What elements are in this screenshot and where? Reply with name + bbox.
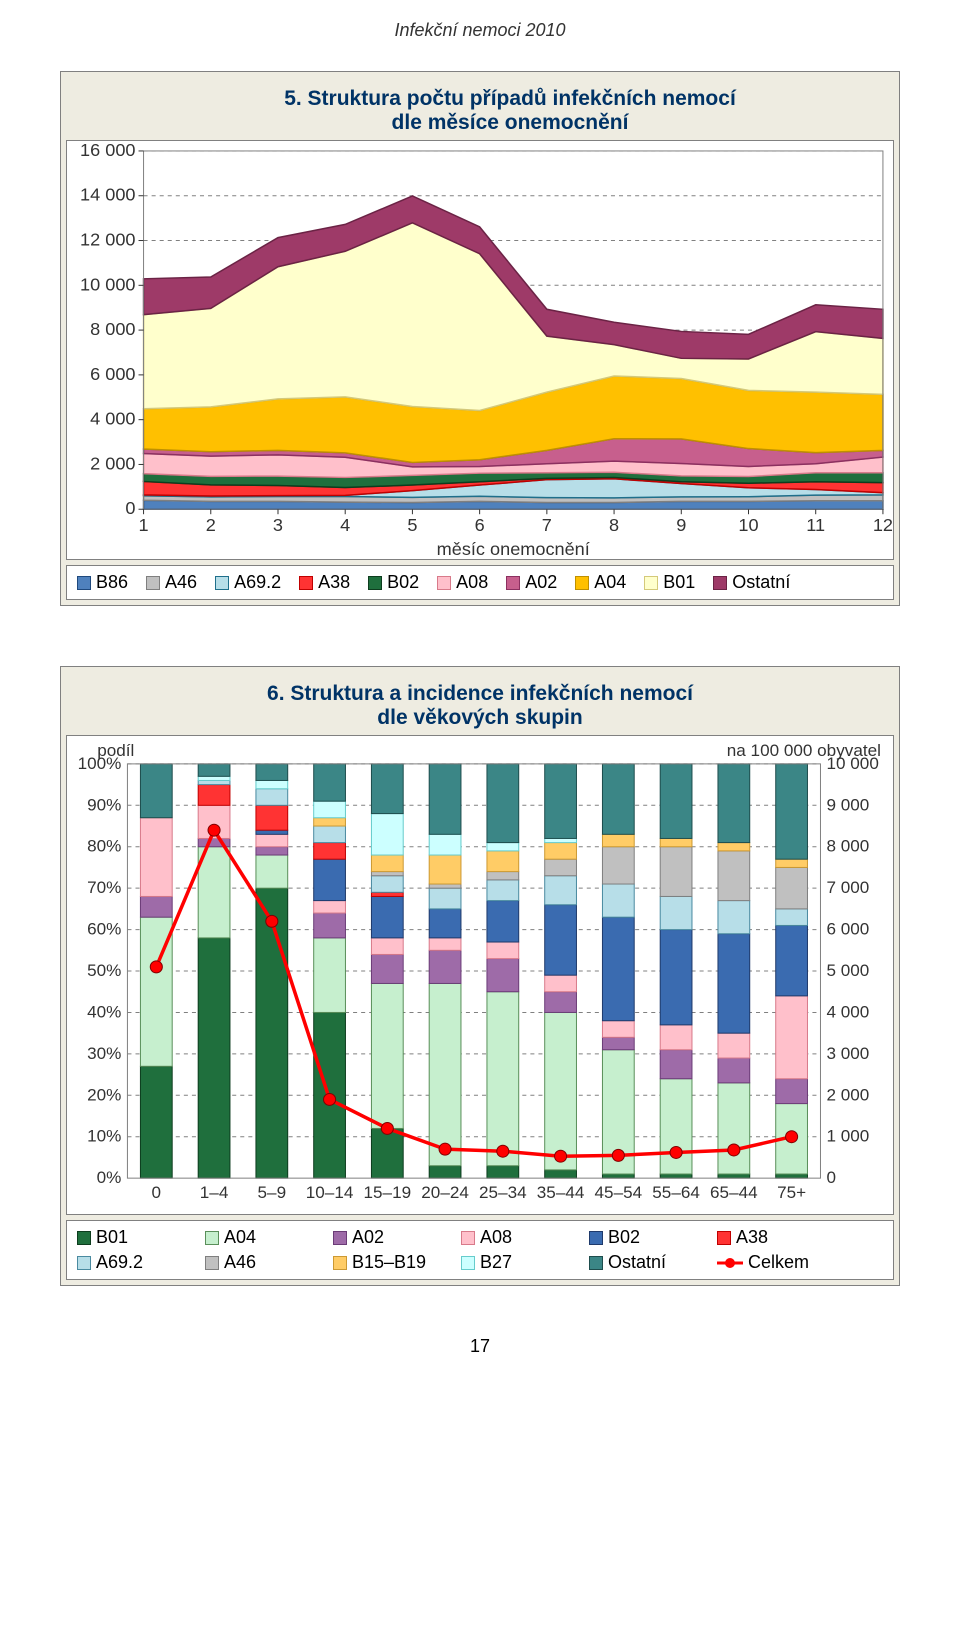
svg-text:8: 8	[609, 515, 619, 535]
legend-item: B01	[644, 572, 695, 593]
chart6-title: 6. Struktura a incidence infekčních nemo…	[66, 682, 894, 730]
legend-item: A69.2	[77, 1252, 187, 1273]
svg-text:0: 0	[152, 1183, 162, 1202]
chart5-plot: 123456789101112měsíc onemocnění02 0004 0…	[66, 140, 894, 560]
svg-text:15–19: 15–19	[364, 1183, 412, 1202]
svg-text:0%: 0%	[97, 1168, 122, 1187]
chart5-title: 5. Struktura počtu případů infekčních ne…	[126, 87, 894, 135]
chart5-title-l1: 5. Struktura počtu případů infekčních ne…	[284, 87, 736, 110]
legend-item: B02	[368, 572, 419, 593]
page-number: 17	[60, 1336, 900, 1357]
svg-text:75+: 75+	[777, 1183, 806, 1202]
legend-item: A04	[575, 572, 626, 593]
legend-item: A46	[205, 1252, 315, 1273]
svg-text:4: 4	[340, 515, 350, 535]
svg-text:12: 12	[873, 515, 893, 535]
svg-text:na 100 000 obyvatel: na 100 000 obyvatel	[727, 741, 881, 760]
svg-text:9: 9	[676, 515, 686, 535]
svg-text:3 000: 3 000	[827, 1044, 870, 1063]
svg-text:6: 6	[475, 515, 485, 535]
legend-item: A38	[717, 1227, 827, 1248]
svg-text:9 000: 9 000	[827, 795, 870, 814]
svg-text:4 000: 4 000	[827, 1003, 870, 1022]
svg-text:20%: 20%	[87, 1085, 121, 1104]
svg-text:55–64: 55–64	[652, 1183, 700, 1202]
chart5-legend: B86 A46 A69.2 A38 B02 A08 A02 A04 B01 Ostatní	[66, 565, 894, 600]
svg-text:45–54: 45–54	[595, 1183, 643, 1202]
svg-text:25–34: 25–34	[479, 1183, 527, 1202]
svg-text:0: 0	[827, 1168, 837, 1187]
svg-text:6 000: 6 000	[827, 920, 870, 939]
svg-text:14 000: 14 000	[80, 185, 135, 205]
svg-text:7 000: 7 000	[827, 878, 870, 897]
legend-item: A02	[506, 572, 557, 593]
svg-text:10 000: 10 000	[80, 274, 135, 294]
svg-text:6 000: 6 000	[90, 364, 135, 384]
svg-text:0: 0	[125, 498, 135, 518]
legend-item: B01	[77, 1227, 187, 1248]
legend-item: B15–B19	[333, 1252, 443, 1273]
legend-item: B02	[589, 1227, 699, 1248]
legend-item: A38	[299, 572, 350, 593]
legend-item: Ostatní	[589, 1252, 699, 1273]
svg-text:10%: 10%	[87, 1127, 121, 1146]
svg-text:3: 3	[273, 515, 283, 535]
legend-item: B27	[461, 1252, 571, 1273]
svg-text:90%: 90%	[87, 795, 121, 814]
svg-text:80%: 80%	[87, 837, 121, 856]
svg-text:5 000: 5 000	[827, 961, 870, 980]
legend-item: Celkem	[717, 1252, 827, 1273]
legend-item: A02	[333, 1227, 443, 1248]
svg-text:měsíc onemocnění: měsíc onemocnění	[437, 539, 590, 559]
svg-text:60%: 60%	[87, 920, 121, 939]
svg-text:40%: 40%	[87, 1003, 121, 1022]
svg-text:5: 5	[407, 515, 417, 535]
svg-text:podíl: podíl	[97, 741, 134, 760]
svg-text:70%: 70%	[87, 878, 121, 897]
svg-text:8 000: 8 000	[90, 319, 135, 339]
svg-text:10–14: 10–14	[306, 1183, 354, 1202]
chart6-legend: B01 A04 A02 A08 B02 A38 A69.2 A46 B15–B19 B27 Osta…	[66, 1220, 894, 1280]
svg-text:12 000: 12 000	[80, 230, 135, 250]
svg-text:1: 1	[139, 515, 149, 535]
svg-text:30%: 30%	[87, 1044, 121, 1063]
svg-text:2 000: 2 000	[827, 1085, 870, 1104]
svg-text:11: 11	[806, 515, 825, 535]
chart6-container: 6. Struktura a incidence infekčních nemo…	[60, 666, 900, 1286]
chart5-container: 5. Struktura počtu případů infekčních ne…	[60, 71, 900, 606]
svg-text:5–9: 5–9	[258, 1183, 287, 1202]
chart6-plot: 0 1–4 5–9 10–14 15–19 20–24 25–34 35–44 45–54 55–…	[66, 735, 894, 1215]
chart6-title-l2: dle věkových skupin	[377, 706, 582, 729]
svg-text:2: 2	[206, 515, 216, 535]
legend-item: Ostatní	[713, 572, 790, 593]
legend-item: A08	[461, 1227, 571, 1248]
svg-text:65–44: 65–44	[710, 1183, 758, 1202]
legend-item: A69.2	[215, 572, 281, 593]
doc-title: Infekční nemoci 2010	[60, 20, 900, 41]
svg-text:20–24: 20–24	[421, 1183, 469, 1202]
legend-item: B86	[77, 572, 128, 593]
svg-text:1 000: 1 000	[827, 1127, 870, 1146]
chart5-title-l2: dle měsíce onemocnění	[392, 111, 629, 134]
legend-item: A46	[146, 572, 197, 593]
svg-text:50%: 50%	[87, 961, 121, 980]
svg-text:2 000: 2 000	[90, 454, 135, 474]
chart6-title-l1: 6. Struktura a incidence infekčních nemo…	[267, 682, 693, 705]
legend-item: A04	[205, 1227, 315, 1248]
svg-text:8 000: 8 000	[827, 837, 870, 856]
legend-item: A08	[437, 572, 488, 593]
svg-text:4 000: 4 000	[90, 409, 135, 429]
svg-text:1–4: 1–4	[200, 1183, 229, 1202]
svg-text:7: 7	[542, 515, 552, 535]
svg-text:35–44: 35–44	[537, 1183, 585, 1202]
svg-text:16 000: 16 000	[80, 141, 135, 160]
svg-text:10: 10	[738, 515, 758, 535]
